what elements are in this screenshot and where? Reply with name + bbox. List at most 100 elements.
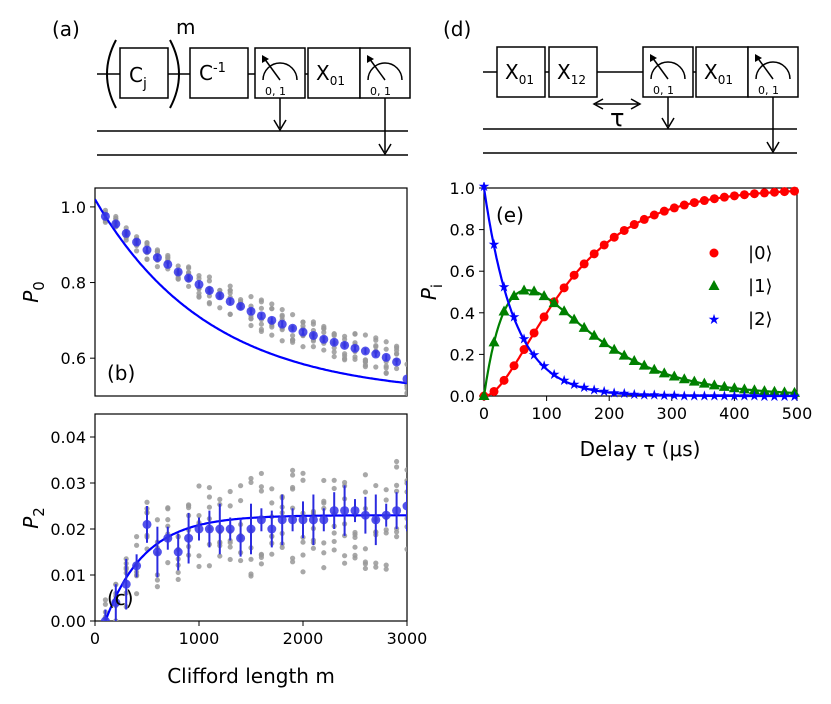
b-mean-point: [298, 327, 308, 337]
c-raw-point: [206, 484, 212, 491]
e-point-1: [558, 305, 570, 316]
e-point-2: ★: [708, 389, 721, 405]
c-raw-point: [321, 540, 327, 546]
e-xtick-label: 0: [479, 404, 489, 423]
gate-c-inverse: [189, 47, 249, 99]
e-point-2: ★: [498, 279, 511, 295]
c-raw-point: [394, 464, 400, 470]
c-raw-point: [134, 591, 140, 597]
meter-arrow-icon: [262, 55, 269, 63]
b-mean-point: [152, 253, 162, 263]
e-point-0: [609, 232, 619, 242]
c-raw-point: [383, 487, 389, 493]
e-point-1: [728, 382, 740, 393]
b-raw-point: [165, 254, 171, 260]
b-raw-point: [394, 365, 400, 372]
c-mean-point: [371, 515, 381, 525]
c-mean-point: [194, 524, 204, 534]
delay-arrow-left-icon: [592, 98, 604, 110]
b-raw-point: [383, 363, 389, 369]
c-raw-point: [300, 552, 306, 558]
meter-arc-icon: [367, 62, 403, 81]
c-mean-point: [298, 515, 308, 525]
c-xtick-label: 0: [90, 629, 100, 648]
b-raw-point: [248, 315, 254, 322]
c-raw-point: [258, 554, 264, 560]
e-point-2: ★: [688, 388, 701, 404]
b-raw-point: [258, 321, 264, 327]
legend-marker-0: [709, 248, 719, 258]
c-raw-point: [227, 488, 233, 495]
c-raw-point: [290, 555, 296, 561]
meter-arrow-icon: [755, 54, 762, 62]
c-raw-point: [102, 601, 108, 607]
c-raw-point: [154, 577, 160, 583]
e-point-2: ★: [578, 380, 591, 396]
chart-p2-leakage: 0.00 0.01 0.02 0.03 0.04 0 1000 2000 3000 (c) P2 Cl…: [19, 413, 427, 688]
b-fit-curve: [95, 198, 407, 385]
e-point-1: [548, 297, 560, 308]
e-point-1: [498, 305, 510, 316]
e-point-1: [718, 380, 730, 391]
b-mean-point: [371, 349, 381, 359]
circuit-d: (d) X01 X12 τ 0, 1 X01 0, 1: [443, 17, 799, 154]
legend-marker-1: [708, 280, 720, 290]
c-mean-point: [308, 515, 318, 525]
c-raw-point: [362, 472, 368, 478]
c-raw-point: [290, 467, 296, 474]
c-ytick-label: 0.00: [50, 612, 86, 631]
e-point-1: [748, 384, 760, 395]
e-fit-star: [482, 187, 797, 398]
e-point-0: [519, 345, 529, 355]
e-xtick-label: 400: [719, 404, 750, 423]
b-raw-point: [404, 361, 407, 367]
b-raw-point: [383, 339, 389, 345]
e-point-2: ★: [598, 384, 611, 400]
c-raw-point: [383, 527, 389, 533]
e-point-1: [588, 329, 600, 340]
e-ytick-label: 1.0: [450, 179, 475, 198]
b-raw-point: [196, 293, 202, 299]
e-point-0: [769, 187, 779, 197]
c-raw-point: [404, 467, 407, 473]
b-mean-point: [381, 352, 391, 362]
c-raw-point: [394, 534, 400, 540]
e-panel-label: (e): [496, 203, 524, 227]
c-raw-point: [321, 565, 327, 571]
c-raw-point: [206, 494, 212, 500]
c-raw-point: [383, 566, 389, 572]
c-raw-point: [258, 484, 264, 490]
meter-arrow-icon: [367, 55, 374, 63]
b-raw-point: [269, 332, 275, 338]
legend-marker-2: ★: [708, 312, 721, 328]
e-point-1: [708, 379, 720, 390]
c-raw-point: [362, 561, 368, 567]
c-raw-point: [102, 597, 108, 603]
gate-x01-label: X01: [316, 61, 345, 88]
e-axes-frame: [483, 187, 798, 397]
e-point-1: [518, 284, 530, 295]
meter-arc-icon: [650, 61, 686, 80]
e-point-2: ★: [588, 382, 601, 398]
b-mean-point: [215, 291, 225, 301]
e-ytick-label: 0.6: [450, 262, 475, 281]
e-point-1: [488, 336, 500, 347]
c-raw-point: [300, 569, 306, 575]
c-mean-point: [225, 524, 235, 534]
b-raw-point: [113, 213, 119, 220]
c-mean-point: [350, 506, 360, 516]
b-raw-point: [279, 313, 285, 320]
c-raw-point: [300, 477, 306, 483]
b-raw-point: [227, 311, 233, 318]
c-raw-point: [196, 483, 202, 489]
legend-label: |0⟩: [748, 243, 773, 264]
e-point-2: ★: [628, 387, 641, 403]
c-raw-point: [248, 479, 254, 486]
c-raw-point: [290, 559, 296, 565]
c-raw-point: [362, 546, 368, 552]
c-raw-point: [165, 523, 171, 529]
e-point-1: [738, 383, 750, 394]
c-raw-point: [134, 542, 140, 548]
b-mean-point: [392, 357, 402, 367]
b-mean-point: [163, 259, 173, 269]
